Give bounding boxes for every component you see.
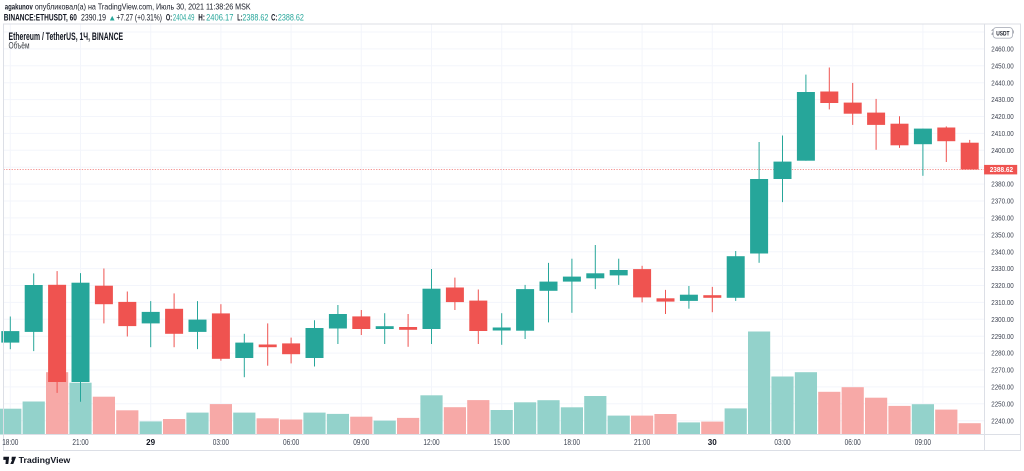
svg-text:2250.00: 2250.00 [991, 399, 1014, 408]
svg-text:TradingView: TradingView [19, 456, 72, 465]
svg-text:2270.00: 2270.00 [991, 366, 1014, 375]
svg-text:2360.00: 2360.00 [991, 214, 1014, 223]
svg-text:09:00: 09:00 [353, 438, 370, 447]
svg-text:Ethereum / TetherUS, 1Ч, BINAN: Ethereum / TetherUS, 1Ч, BINANCE [9, 31, 124, 43]
svg-text:2460.00: 2460.00 [991, 45, 1014, 54]
svg-text:2404.49: 2404.49 [173, 13, 195, 23]
svg-text:2406.17: 2406.17 [206, 13, 233, 23]
svg-text:21:00: 21:00 [634, 438, 651, 447]
svg-text:2380.00: 2380.00 [991, 180, 1014, 189]
svg-text:O:: O: [166, 13, 172, 23]
svg-text:18:00: 18:00 [564, 438, 581, 447]
svg-text:2400.00: 2400.00 [991, 146, 1014, 155]
svg-text:C:: C: [271, 13, 277, 23]
svg-text:2390.19: 2390.19 [81, 13, 106, 23]
svg-text:L:: L: [237, 13, 242, 23]
svg-text:H:: H: [198, 13, 205, 23]
svg-text:2320.00: 2320.00 [991, 281, 1014, 290]
svg-text:2410.00: 2410.00 [991, 129, 1014, 138]
svg-text:30: 30 [708, 438, 718, 447]
svg-text:2310.00: 2310.00 [991, 298, 1014, 307]
svg-text:2388.62: 2388.62 [990, 165, 1013, 174]
svg-text:2280.00: 2280.00 [991, 349, 1014, 358]
svg-text:BINANCE:ETHUSDT, 60: BINANCE:ETHUSDT, 60 [4, 13, 77, 23]
svg-text:2420.00: 2420.00 [991, 112, 1014, 121]
svg-text:2290.00: 2290.00 [991, 332, 1014, 341]
svg-text:USDT: USDT [996, 31, 1009, 38]
svg-text:03:00: 03:00 [213, 438, 230, 447]
svg-text:12:00: 12:00 [423, 438, 440, 447]
svg-text:agakunov: agakunov [5, 2, 33, 11]
svg-text:2300.00: 2300.00 [991, 315, 1014, 324]
svg-text:2340.00: 2340.00 [991, 247, 1014, 256]
svg-text:+7.27 (+0.31%): +7.27 (+0.31%) [116, 13, 161, 23]
svg-text:2370.00: 2370.00 [991, 197, 1014, 206]
svg-text:18:00: 18:00 [2, 438, 19, 447]
svg-text:2450.00: 2450.00 [991, 61, 1014, 70]
svg-text:03:00: 03:00 [774, 438, 791, 447]
svg-text:2388.62: 2388.62 [278, 13, 304, 23]
svg-text:21:00: 21:00 [72, 438, 89, 447]
svg-text:▲: ▲ [108, 13, 116, 22]
svg-text:2240.00: 2240.00 [991, 416, 1014, 425]
svg-text:15:00: 15:00 [494, 438, 511, 447]
svg-text:2430.00: 2430.00 [991, 95, 1014, 104]
svg-text:2440.00: 2440.00 [991, 78, 1014, 87]
svg-text:Объём: Объём [9, 41, 30, 52]
svg-text:29: 29 [146, 438, 156, 447]
svg-text:2350.00: 2350.00 [991, 230, 1014, 239]
svg-text:09:00: 09:00 [915, 438, 932, 447]
svg-text:06:00: 06:00 [283, 438, 300, 447]
svg-text:2330.00: 2330.00 [991, 264, 1014, 273]
svg-text:2260.00: 2260.00 [991, 383, 1014, 392]
svg-text:06:00: 06:00 [845, 438, 862, 447]
svg-text:2388.62: 2388.62 [242, 13, 268, 23]
svg-text:опубликовал(а) на TradingView.: опубликовал(а) на TradingView.com, Июль … [35, 2, 251, 11]
